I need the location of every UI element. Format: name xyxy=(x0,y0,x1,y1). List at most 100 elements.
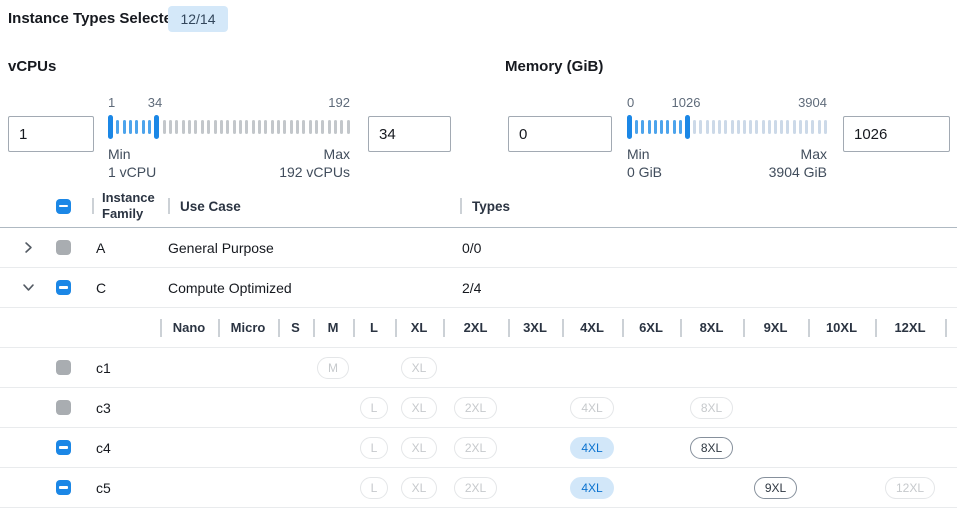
vcpus-scale-end: 192 xyxy=(328,95,350,110)
family-use-case: General Purpose xyxy=(168,239,274,256)
size-badge-c3-2xl: 2XL xyxy=(453,396,498,419)
family-name: A xyxy=(96,239,106,256)
size-column-label: XL xyxy=(410,320,428,335)
instance-family-name: c5 xyxy=(96,479,111,496)
slider-tick-inactive xyxy=(315,120,318,134)
size-badge-c5-12xl: 12XL xyxy=(884,476,936,499)
badge-slot-xl: XL xyxy=(395,428,443,467)
slider-tick-inactive xyxy=(264,120,268,134)
slider-tick-inactive xyxy=(699,120,703,134)
vcpus-slider-track[interactable] xyxy=(108,115,350,139)
size-column-l: L xyxy=(353,308,395,347)
slider-handle-min[interactable] xyxy=(108,115,113,139)
column-separator xyxy=(460,198,462,214)
family-row-a: A General Purpose 0/0 xyxy=(0,228,957,268)
slider-tick-inactive xyxy=(295,120,299,134)
instance-size-badges: L XL 2XL 4XL 9XL 12XL xyxy=(160,468,945,507)
slider-tick-inactive xyxy=(289,120,293,134)
size-column-label: 10XL xyxy=(825,320,858,335)
badge-slot-m: M xyxy=(313,348,353,387)
vcpus-max-caption: Max xyxy=(323,146,350,162)
slider-tick-inactive xyxy=(730,120,734,134)
slider-tick-inactive xyxy=(175,120,179,134)
expand-cell[interactable] xyxy=(14,241,48,254)
family-checkbox-disabled xyxy=(56,240,71,255)
badge-slot-8xl: 8XL xyxy=(680,428,743,467)
size-badge-c5-4xl[interactable]: 4XL xyxy=(570,476,614,499)
slider-tick-inactive xyxy=(169,120,173,134)
slider-tick-inactive xyxy=(792,120,796,134)
chevron-down-icon[interactable] xyxy=(22,281,35,294)
slider-tick-active xyxy=(672,120,676,134)
usecase-column-header: Use Case xyxy=(160,198,448,214)
family-types-count: 2/4 xyxy=(462,279,482,296)
vcpus-min-caption: Min xyxy=(108,146,131,162)
selected-count-badge: 12/14 xyxy=(168,6,228,32)
slider-tick-inactive xyxy=(736,120,740,134)
slider-handle-max[interactable] xyxy=(684,115,690,139)
slider-tick-inactive xyxy=(340,120,344,134)
slider-tick-inactive xyxy=(245,120,249,134)
vcpus-scale-start: 1 xyxy=(108,95,116,110)
instance-family-name: c4 xyxy=(96,439,111,456)
size-column-label: 2XL xyxy=(463,320,488,335)
size-badge-c5-9xl[interactable]: 9XL xyxy=(753,476,798,499)
slider-tick-inactive xyxy=(257,120,261,134)
slider-tick-inactive xyxy=(811,120,815,134)
size-column-label: S xyxy=(291,320,300,335)
size-badge-c4-l: L xyxy=(359,436,389,459)
size-badge-c4-8xl[interactable]: 8XL xyxy=(689,436,734,459)
slider-tick-inactive xyxy=(327,120,331,134)
size-column-label: Micro xyxy=(230,320,266,335)
memory-max-input[interactable] xyxy=(843,116,950,152)
size-column-s: S xyxy=(278,308,313,347)
vcpus-slider-scale: 1 34 192 xyxy=(108,95,350,111)
instance-checkbox-indeterminate[interactable] xyxy=(56,440,71,455)
instance-checkbox-disabled xyxy=(56,360,71,375)
slider-tick-inactive xyxy=(346,120,350,134)
vcpus-max-input[interactable] xyxy=(368,116,451,152)
slider-tick-active xyxy=(135,120,139,134)
size-column-8xl: 8XL xyxy=(680,308,743,347)
badge-slot-l: L xyxy=(353,428,395,467)
size-badge-c3-l: L xyxy=(359,396,389,419)
size-column-label: 6XL xyxy=(639,320,663,335)
badge-slot-12xl: 12XL xyxy=(875,468,945,507)
slider-tick-inactive xyxy=(276,120,280,134)
column-separator xyxy=(278,318,280,337)
size-badge-c4-4xl[interactable]: 4XL xyxy=(570,436,614,459)
column-separator xyxy=(353,318,355,337)
slider-handle-min[interactable] xyxy=(627,115,632,139)
memory-slider[interactable]: 0 1026 3904 Min Max 0 GiB 3904 GiB xyxy=(627,95,827,180)
vcpus-min-input[interactable] xyxy=(8,116,94,152)
instance-types-selected-label: Instance Types Selected: xyxy=(8,10,187,27)
column-separator xyxy=(875,318,877,337)
slider-tick-inactive xyxy=(308,120,312,134)
vcpus-slider[interactable]: 1 34 192 Min Max 1 vCPU 192 vCPUs xyxy=(108,95,350,180)
select-all-checkbox[interactable] xyxy=(56,198,71,214)
family-use-case: Compute Optimized xyxy=(168,279,292,296)
memory-min-input[interactable] xyxy=(508,116,612,152)
size-badge-c4-2xl: 2XL xyxy=(453,436,498,459)
size-badge-c5-xl: XL xyxy=(400,476,438,499)
badge-slot-9xl: 9XL xyxy=(743,468,808,507)
size-column-label: M xyxy=(327,320,339,335)
size-column-label: 12XL xyxy=(894,320,926,335)
family-checkbox-indeterminate[interactable] xyxy=(56,280,71,295)
select-all-cell[interactable] xyxy=(48,198,82,214)
slider-tick-active xyxy=(641,120,645,134)
slider-handle-max[interactable] xyxy=(154,115,160,139)
chevron-right-icon[interactable] xyxy=(22,241,35,254)
slider-tick-active xyxy=(678,120,682,134)
size-column-3xl: 3XL xyxy=(508,308,562,347)
slider-tick-inactive xyxy=(162,120,166,134)
instance-checkbox-indeterminate[interactable] xyxy=(56,480,71,495)
family-types-count: 0/0 xyxy=(462,239,482,256)
slider-tick-inactive xyxy=(711,120,715,134)
slider-tick-active xyxy=(647,120,651,134)
slider-tick-active xyxy=(116,120,120,134)
size-column-label: 8XL xyxy=(699,320,724,335)
expand-cell[interactable] xyxy=(14,281,48,294)
slider-tick-active xyxy=(141,120,145,134)
memory-slider-track[interactable] xyxy=(627,115,827,139)
